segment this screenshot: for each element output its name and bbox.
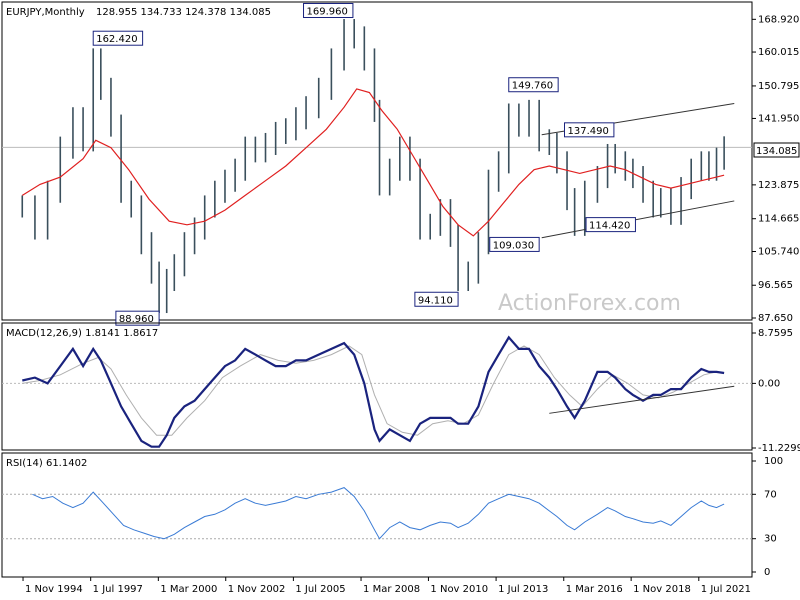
annotation-label: 149.760: [512, 81, 553, 92]
x-tick-label: 1 Mar 2016: [566, 584, 623, 595]
last-price-label: 134.085: [756, 146, 797, 157]
price-panel: EURJPY,Monthly 128.955 134.733 124.378 1…: [1, 1, 800, 326]
macd-tick-label: 8.7595: [758, 328, 793, 339]
macd-panel: MACD(12,26,9) 1.8141 1.8617 8.7595 0.00 -1…: [1, 322, 800, 454]
watermark: ActionForex.com: [498, 291, 681, 316]
annotation-box: [585, 217, 636, 233]
x-tick-label: 1 Nov 1994: [25, 584, 83, 595]
last-price-tag: 134.085: [753, 142, 800, 158]
price-series: [21, 19, 725, 314]
annotation-label: 114.420: [589, 221, 630, 232]
annotation-box: [508, 77, 559, 93]
last-price-box: [753, 142, 800, 158]
rsi-panel-frame: [1, 452, 753, 578]
price-panel-frame: [1, 1, 753, 321]
annotation-box: [92, 30, 144, 46]
x-tick-label: 1 Nov 2002: [228, 584, 286, 595]
rsi-y-axis: 100 70 30 0: [2, 456, 783, 578]
rsi-tick-label: 70: [764, 489, 777, 500]
price-ohlc-readout: 128.955 134.733 124.378 134.085: [96, 7, 271, 18]
macd-panel-title: MACD(12,26,9) 1.8141 1.8617: [6, 328, 158, 339]
rsi-tick-label: 0: [764, 567, 770, 578]
price-tick-label: 105.740: [758, 247, 799, 258]
annotation-label: 109.030: [493, 240, 534, 251]
annotation-box: [303, 2, 354, 18]
price-tick-label: 160.015: [758, 47, 799, 58]
macd-tick-label: 0.00: [758, 378, 780, 389]
ma-line: [21, 88, 725, 237]
price-annotations: 162.420 169.960 149.760 137.490 88.960 94.110…: [92, 2, 636, 326]
rsi-line: [32, 487, 725, 540]
annotation-label: 88.960: [119, 314, 154, 325]
price-tick-label: 150.795: [758, 81, 799, 92]
x-tick-label: 1 Jul 2005: [295, 584, 345, 595]
rsi-tick-label: 30: [764, 534, 777, 545]
annotation-label: 137.490: [568, 126, 609, 137]
annotation-box: [115, 310, 160, 326]
rsi-panel: RSI(14) 61.1402 100 70 30 0: [1, 452, 783, 578]
price-tick-label: 87.650: [758, 313, 793, 324]
macd-tick-label: -11.2299: [758, 443, 800, 454]
time-x-axis: 1 Nov 1994 1 Jul 1997 1 Mar 2000 1 Nov 2002…: [22, 577, 751, 595]
macd-trendline: [549, 385, 735, 414]
x-tick-label: 1 Nov 2010: [430, 584, 488, 595]
x-tick-label: 1 Jul 2021: [701, 584, 751, 595]
macd-panel-frame: [1, 322, 753, 451]
rsi-panel-title: RSI(14) 61.1402: [6, 458, 87, 469]
annotation-label: 162.420: [96, 34, 137, 45]
x-tick-label: 1 Mar 2008: [363, 584, 420, 595]
rsi-tick-label: 100: [764, 456, 783, 467]
annotation-box: [414, 291, 459, 307]
x-tick-label: 1 Mar 2000: [160, 584, 217, 595]
price-tick-label: 123.875: [758, 180, 799, 191]
macd-line: [22, 335, 725, 448]
annotation-label: 169.960: [307, 6, 348, 17]
annotation-box: [564, 122, 615, 138]
price-panel-title: EURJPY,Monthly: [6, 7, 85, 18]
price-tick-label: 141.950: [758, 113, 799, 124]
annotation-box: [489, 236, 540, 252]
x-tick-label: 1 Nov 2018: [633, 584, 691, 595]
price-tick-label: 96.565: [758, 280, 793, 291]
x-tick-label: 1 Jul 2013: [498, 584, 548, 595]
channel-lower-line: [541, 200, 735, 239]
x-tick-label: 1 Jul 1997: [93, 584, 143, 595]
price-y-axis: 168.920 160.015 150.795 141.950 123.875 114.6…: [752, 14, 799, 324]
macd-signal-line: [22, 345, 725, 436]
macd-series: [22, 335, 735, 448]
annotation-label: 94.110: [418, 295, 453, 306]
price-tick-label: 114.665: [758, 214, 799, 225]
rsi-series: [32, 487, 725, 540]
price-tick-label: 168.920: [758, 14, 799, 25]
